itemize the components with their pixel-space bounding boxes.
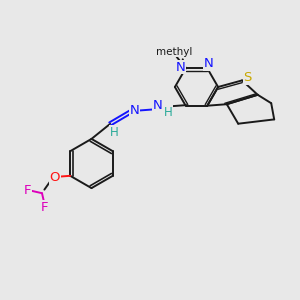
- Text: N: N: [152, 99, 162, 112]
- Text: F: F: [24, 184, 31, 197]
- Text: F: F: [40, 201, 48, 214]
- Text: methyl: methyl: [156, 47, 193, 57]
- Text: N: N: [130, 103, 140, 117]
- Text: H: H: [164, 106, 172, 119]
- Text: S: S: [243, 71, 252, 84]
- Text: O: O: [49, 171, 60, 184]
- Text: H: H: [110, 125, 118, 139]
- Text: N: N: [176, 61, 185, 74]
- Text: N: N: [204, 57, 213, 70]
